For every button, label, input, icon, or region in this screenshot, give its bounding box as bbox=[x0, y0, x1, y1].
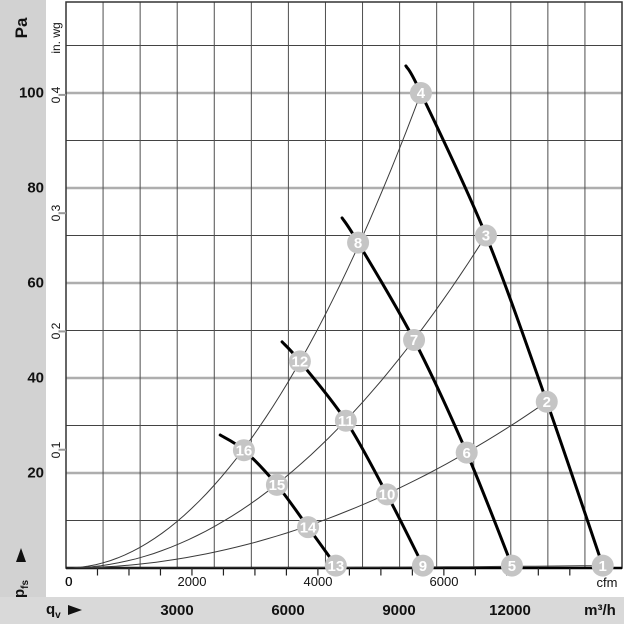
inwg-axis-title: in. wg bbox=[49, 22, 63, 54]
m3h-tick-label-9000: 9000 bbox=[382, 602, 416, 619]
cfm-tick-label-0: 0 bbox=[65, 574, 73, 589]
m3h-unit-label: m³/h bbox=[584, 602, 616, 619]
flow-axis-arrow-icon bbox=[68, 605, 82, 615]
pressure-axis-symbol: pfs bbox=[11, 579, 31, 599]
pa-tick-label-80: 80 bbox=[27, 179, 44, 197]
flow-axis-symbol: qv bbox=[46, 601, 61, 621]
pressure-axis-arrow-icon bbox=[16, 548, 26, 562]
m3h-tick-label-6000: 6000 bbox=[271, 602, 305, 619]
cfm-tick-label-4000: 4000 bbox=[303, 574, 333, 589]
m3h-axis-band bbox=[0, 597, 624, 624]
inwg-tick-label-02: 0.2 bbox=[49, 322, 63, 340]
cfm-tick-label-6000: 6000 bbox=[429, 574, 459, 589]
cfm-tick-label-2000: 2000 bbox=[177, 574, 207, 589]
plot-panel bbox=[46, 0, 624, 597]
inwg-tick-label-04: 0.4 bbox=[49, 86, 63, 104]
pa-tick-label-60: 60 bbox=[27, 274, 44, 292]
inwg-tick-label-01: 0.1 bbox=[49, 441, 63, 459]
pa-tick-label-40: 40 bbox=[27, 369, 44, 387]
origin-label: 0 bbox=[65, 574, 73, 589]
pa-tick-label-20: 20 bbox=[27, 464, 44, 482]
m3h-tick-label-12000: 12000 bbox=[489, 602, 531, 619]
m3h-tick-label-3000: 3000 bbox=[160, 602, 194, 619]
inwg-tick-label-03: 0.3 bbox=[49, 204, 63, 222]
cfm-unit-label: cfm bbox=[596, 575, 618, 590]
pa-tick-label-100: 100 bbox=[18, 84, 44, 102]
pa-axis-title: Pa bbox=[12, 17, 31, 39]
